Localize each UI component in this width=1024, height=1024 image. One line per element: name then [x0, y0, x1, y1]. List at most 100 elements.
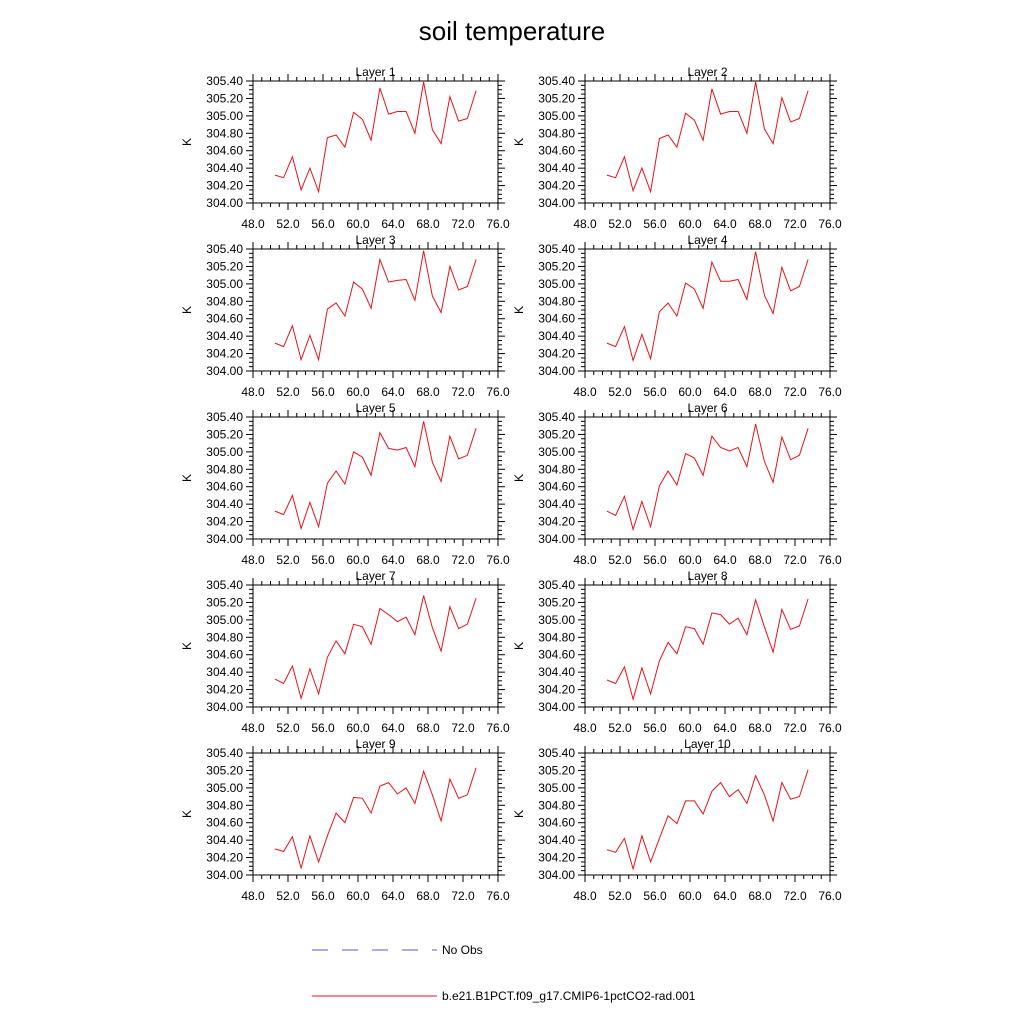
series-line: [274, 421, 477, 531]
x-tick-label: 60.0: [678, 721, 702, 735]
x-tick-label: 60.0: [346, 889, 370, 903]
y-tick-label: 304.80: [206, 126, 243, 140]
panel-title: Layer 1: [355, 65, 395, 79]
x-tick-label: 48.0: [241, 721, 265, 735]
y-tick-label: 305.00: [538, 613, 575, 627]
x-tick-label: 68.0: [416, 385, 440, 399]
panel-layer-7: Layer 7 304.00 304.20 304.40 304.60 304.80 305…: [180, 569, 510, 735]
panel-title: Layer 4: [687, 233, 727, 247]
panel-layer-2: Layer 2 304.00 304.20 304.40 304.60 304.80 305…: [512, 65, 842, 231]
y-tick-label: 305.00: [538, 445, 575, 459]
x-tick-label: 64.0: [713, 385, 737, 399]
y-tick-label: 305.00: [206, 277, 243, 291]
x-tick-label: 56.0: [311, 553, 335, 567]
series-line: [606, 81, 809, 194]
panel-title: Layer 10: [684, 737, 731, 751]
x-tick-label: 64.0: [381, 385, 405, 399]
x-tick-label: 48.0: [573, 721, 597, 735]
x-tick-label: 76.0: [486, 553, 510, 567]
panel-title: Layer 2: [687, 65, 727, 79]
y-tick-label: 305.00: [206, 781, 243, 795]
legend-entry-no-obs: No Obs: [312, 943, 483, 957]
y-axis-label: K: [512, 138, 526, 146]
x-tick-label: 56.0: [643, 553, 667, 567]
y-tick-label: 304.60: [206, 816, 243, 830]
y-tick-label: 304.20: [206, 179, 243, 193]
x-tick-label: 52.0: [608, 721, 632, 735]
series-line: [274, 250, 477, 362]
x-tick-label: 64.0: [713, 721, 737, 735]
plot-frame: [252, 416, 499, 540]
y-tick-label: 305.00: [206, 613, 243, 627]
y-tick-label: 304.20: [206, 347, 243, 361]
y-tick-label: 304.40: [538, 329, 575, 343]
x-tick-label: 64.0: [713, 553, 737, 567]
y-tick-label: 304.60: [206, 312, 243, 326]
x-tick-label: 72.0: [783, 217, 807, 231]
y-tick-label: 305.20: [538, 763, 575, 777]
panel-title: Layer 7: [355, 569, 395, 583]
x-tick-label: 48.0: [241, 553, 265, 567]
y-tick-label: 304.00: [538, 196, 575, 210]
y-tick-label: 304.20: [538, 515, 575, 529]
x-tick-label: 76.0: [486, 889, 510, 903]
y-tick-label: 304.60: [538, 648, 575, 662]
y-tick-label: 305.40: [538, 410, 575, 424]
y-tick-label: 304.60: [206, 648, 243, 662]
series-line: [606, 423, 809, 532]
y-tick-label: 304.80: [538, 798, 575, 812]
x-tick-label: 68.0: [748, 889, 772, 903]
plot-frame: [584, 752, 831, 876]
x-tick-label: 48.0: [573, 217, 597, 231]
plot-frame: [584, 416, 831, 540]
x-tick-label: 56.0: [643, 889, 667, 903]
x-tick-label: 56.0: [643, 217, 667, 231]
y-tick-label: 304.40: [538, 161, 575, 175]
panel-title: Layer 3: [355, 233, 395, 247]
y-tick-label: 304.40: [538, 833, 575, 847]
y-tick-label: 305.20: [538, 427, 575, 441]
x-tick-label: 68.0: [416, 721, 440, 735]
y-tick-label: 304.20: [206, 851, 243, 865]
y-tick-label: 305.40: [538, 578, 575, 592]
y-tick-label: 305.20: [206, 259, 243, 273]
x-tick-label: 76.0: [486, 385, 510, 399]
y-axis-label: K: [512, 474, 526, 482]
plot-frame: [584, 80, 831, 204]
y-tick-label: 304.00: [206, 364, 243, 378]
x-tick-label: 52.0: [608, 889, 632, 903]
x-tick-label: 60.0: [346, 385, 370, 399]
y-tick-label: 305.20: [538, 259, 575, 273]
panel-layer-3: Layer 3 304.00 304.20 304.40 304.60 304.80 305…: [180, 233, 510, 399]
x-tick-label: 48.0: [573, 553, 597, 567]
x-tick-label: 60.0: [678, 889, 702, 903]
x-tick-label: 48.0: [573, 385, 597, 399]
panel-layer-10: Layer 10 304.00 304.20 304.40 304.60 304.80 30…: [512, 737, 842, 903]
panel-layer-9: Layer 9 304.00 304.20 304.40 304.60 304.80 305…: [180, 737, 510, 903]
legend: No Obs b.e21.B1PCT.f09_g17.CMIP6-1pctCO2-…: [312, 943, 696, 1003]
x-tick-label: 72.0: [783, 889, 807, 903]
y-tick-label: 305.20: [538, 91, 575, 105]
y-tick-label: 305.20: [206, 763, 243, 777]
y-tick-label: 304.20: [206, 683, 243, 697]
x-tick-label: 76.0: [818, 889, 842, 903]
y-tick-label: 304.00: [538, 532, 575, 546]
y-tick-label: 305.40: [206, 242, 243, 256]
x-tick-label: 48.0: [241, 889, 265, 903]
y-tick-label: 305.40: [538, 74, 575, 88]
y-tick-label: 305.00: [538, 781, 575, 795]
series-line: [274, 595, 477, 701]
y-tick-label: 305.00: [538, 277, 575, 291]
series-line: [606, 769, 809, 871]
y-axis-label: K: [512, 810, 526, 818]
x-tick-label: 48.0: [241, 217, 265, 231]
plot-frame: [252, 584, 499, 708]
x-tick-label: 72.0: [451, 385, 475, 399]
panel-title: Layer 6: [687, 401, 727, 415]
panel-layer-5: Layer 5 304.00 304.20 304.40 304.60 304.80 305…: [180, 401, 510, 567]
x-tick-label: 68.0: [748, 553, 772, 567]
x-tick-label: 48.0: [573, 889, 597, 903]
y-tick-label: 304.80: [538, 294, 575, 308]
y-tick-label: 304.80: [538, 462, 575, 476]
